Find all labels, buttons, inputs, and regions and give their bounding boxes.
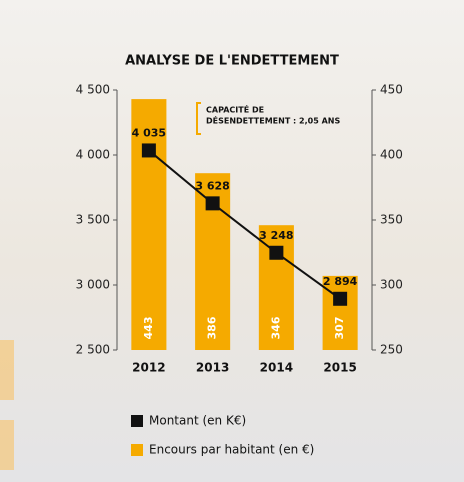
line-marker (141, 143, 156, 158)
legend-label: Encours par habitant (en €) (149, 443, 314, 457)
legend-swatch (131, 415, 143, 427)
y2-tick-label: 400 (380, 148, 403, 162)
chart-title: ANALYSE DE L'ENDETTEMENT (125, 54, 339, 69)
annotation-bracket (196, 102, 201, 135)
line-value-label: 2 894 (323, 275, 358, 288)
bar (131, 99, 167, 350)
decor (0, 340, 14, 400)
y-tick-label: 4 500 (76, 83, 110, 97)
y2-tick-label: 450 (380, 83, 403, 97)
y-tick-label: 4 000 (76, 148, 110, 162)
line-value-label: 3 628 (195, 179, 229, 192)
line-marker (333, 291, 348, 306)
bar-value-label: 443 (142, 317, 155, 340)
annotation: DÉSENDETTEMENT : 2,05 ANS (206, 115, 340, 126)
decor (0, 420, 14, 470)
legend-label: Montant (en K€) (149, 414, 246, 428)
x-tick-label: 2014 (260, 361, 293, 375)
line-value-label: 3 248 (259, 229, 293, 242)
x-tick-label: 2013 (196, 361, 229, 375)
bar (322, 275, 358, 350)
legend-swatch (131, 444, 143, 456)
line-marker (205, 196, 220, 211)
y2-tick-label: 250 (380, 343, 403, 357)
y2-tick-label: 350 (380, 213, 403, 227)
y2-tick-label: 300 (380, 278, 403, 292)
line-marker (269, 245, 284, 260)
y-tick-label: 3 000 (76, 278, 110, 292)
bar-value-label: 346 (269, 316, 282, 339)
x-tick-label: 2012 (132, 361, 165, 375)
bar-value-label: 386 (206, 316, 219, 339)
annotation: CAPACITÉ DE (206, 104, 264, 115)
bar-value-label: 307 (333, 317, 346, 340)
line-value-label: 4 035 (132, 126, 166, 139)
x-tick-label: 2015 (323, 361, 356, 375)
y-tick-label: 2 500 (76, 343, 110, 357)
line (148, 149, 341, 300)
y-tick-label: 3 500 (76, 213, 110, 227)
